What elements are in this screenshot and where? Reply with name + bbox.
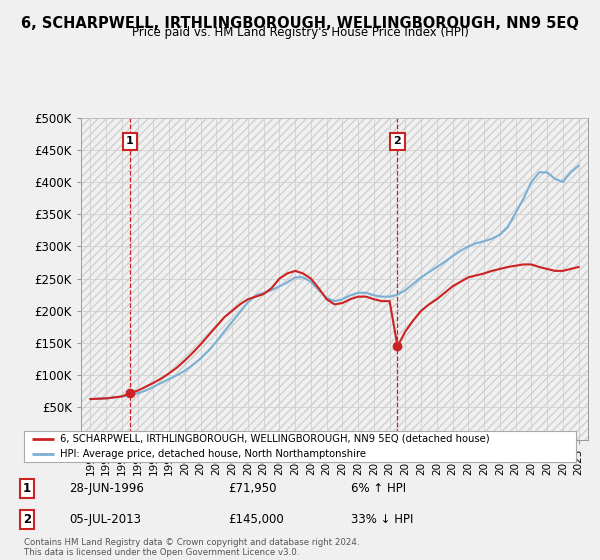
Text: 1: 1 <box>126 137 134 146</box>
Text: 1: 1 <box>23 482 31 495</box>
Text: £71,950: £71,950 <box>228 482 277 495</box>
Text: £145,000: £145,000 <box>228 513 284 526</box>
Text: Contains HM Land Registry data © Crown copyright and database right 2024.
This d: Contains HM Land Registry data © Crown c… <box>24 538 359 557</box>
Text: 6, SCHARPWELL, IRTHLINGBOROUGH, WELLINGBOROUGH, NN9 5EQ: 6, SCHARPWELL, IRTHLINGBOROUGH, WELLINGB… <box>21 16 579 31</box>
Text: HPI: Average price, detached house, North Northamptonshire: HPI: Average price, detached house, Nort… <box>60 449 366 459</box>
Text: 6% ↑ HPI: 6% ↑ HPI <box>351 482 406 495</box>
Text: 6, SCHARPWELL, IRTHLINGBOROUGH, WELLINGBOROUGH, NN9 5EQ (detached house): 6, SCHARPWELL, IRTHLINGBOROUGH, WELLINGB… <box>60 434 490 444</box>
Text: 2: 2 <box>23 513 31 526</box>
Text: 33% ↓ HPI: 33% ↓ HPI <box>351 513 413 526</box>
Text: 28-JUN-1996: 28-JUN-1996 <box>69 482 144 495</box>
Text: 05-JUL-2013: 05-JUL-2013 <box>69 513 141 526</box>
Text: 2: 2 <box>394 137 401 146</box>
Text: Price paid vs. HM Land Registry's House Price Index (HPI): Price paid vs. HM Land Registry's House … <box>131 26 469 39</box>
